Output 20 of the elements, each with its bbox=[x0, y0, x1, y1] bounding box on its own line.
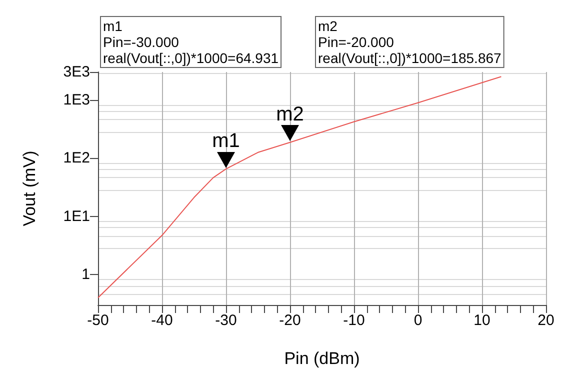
y-axis-title: Vout (mV) bbox=[20, 150, 39, 226]
y-tick-label: 1E3 bbox=[63, 91, 90, 108]
x-tick-label: -30 bbox=[215, 312, 237, 329]
x-tick-label: 10 bbox=[474, 312, 490, 329]
x-tick-label: -20 bbox=[279, 312, 301, 329]
x-axis-title: Pin (dBm) bbox=[284, 349, 360, 368]
y-tick-label: 1E2 bbox=[63, 150, 90, 167]
annotation: m1 bbox=[212, 130, 240, 152]
annotation: m2 bbox=[276, 103, 304, 126]
x-tick-label: -40 bbox=[151, 312, 173, 329]
y-tick-label: 3E3 bbox=[63, 64, 90, 80]
x-tick-label: 0 bbox=[414, 312, 422, 329]
y-tick-label: 1E1 bbox=[63, 208, 90, 225]
y-tick-label: 1 bbox=[82, 266, 90, 284]
x-tick-label: -10 bbox=[343, 312, 365, 329]
line-series bbox=[98, 76, 502, 298]
text: m2 Pin=-20.000 real(Vout[::,0])*1000=185.867 bbox=[318, 18, 502, 66]
x-tick-label: -50 bbox=[87, 312, 109, 329]
x-tick-label: 20 bbox=[538, 312, 554, 329]
text: m1 Pin=-30.000 real(Vout[::,0])*1000=64.931 bbox=[103, 18, 279, 66]
